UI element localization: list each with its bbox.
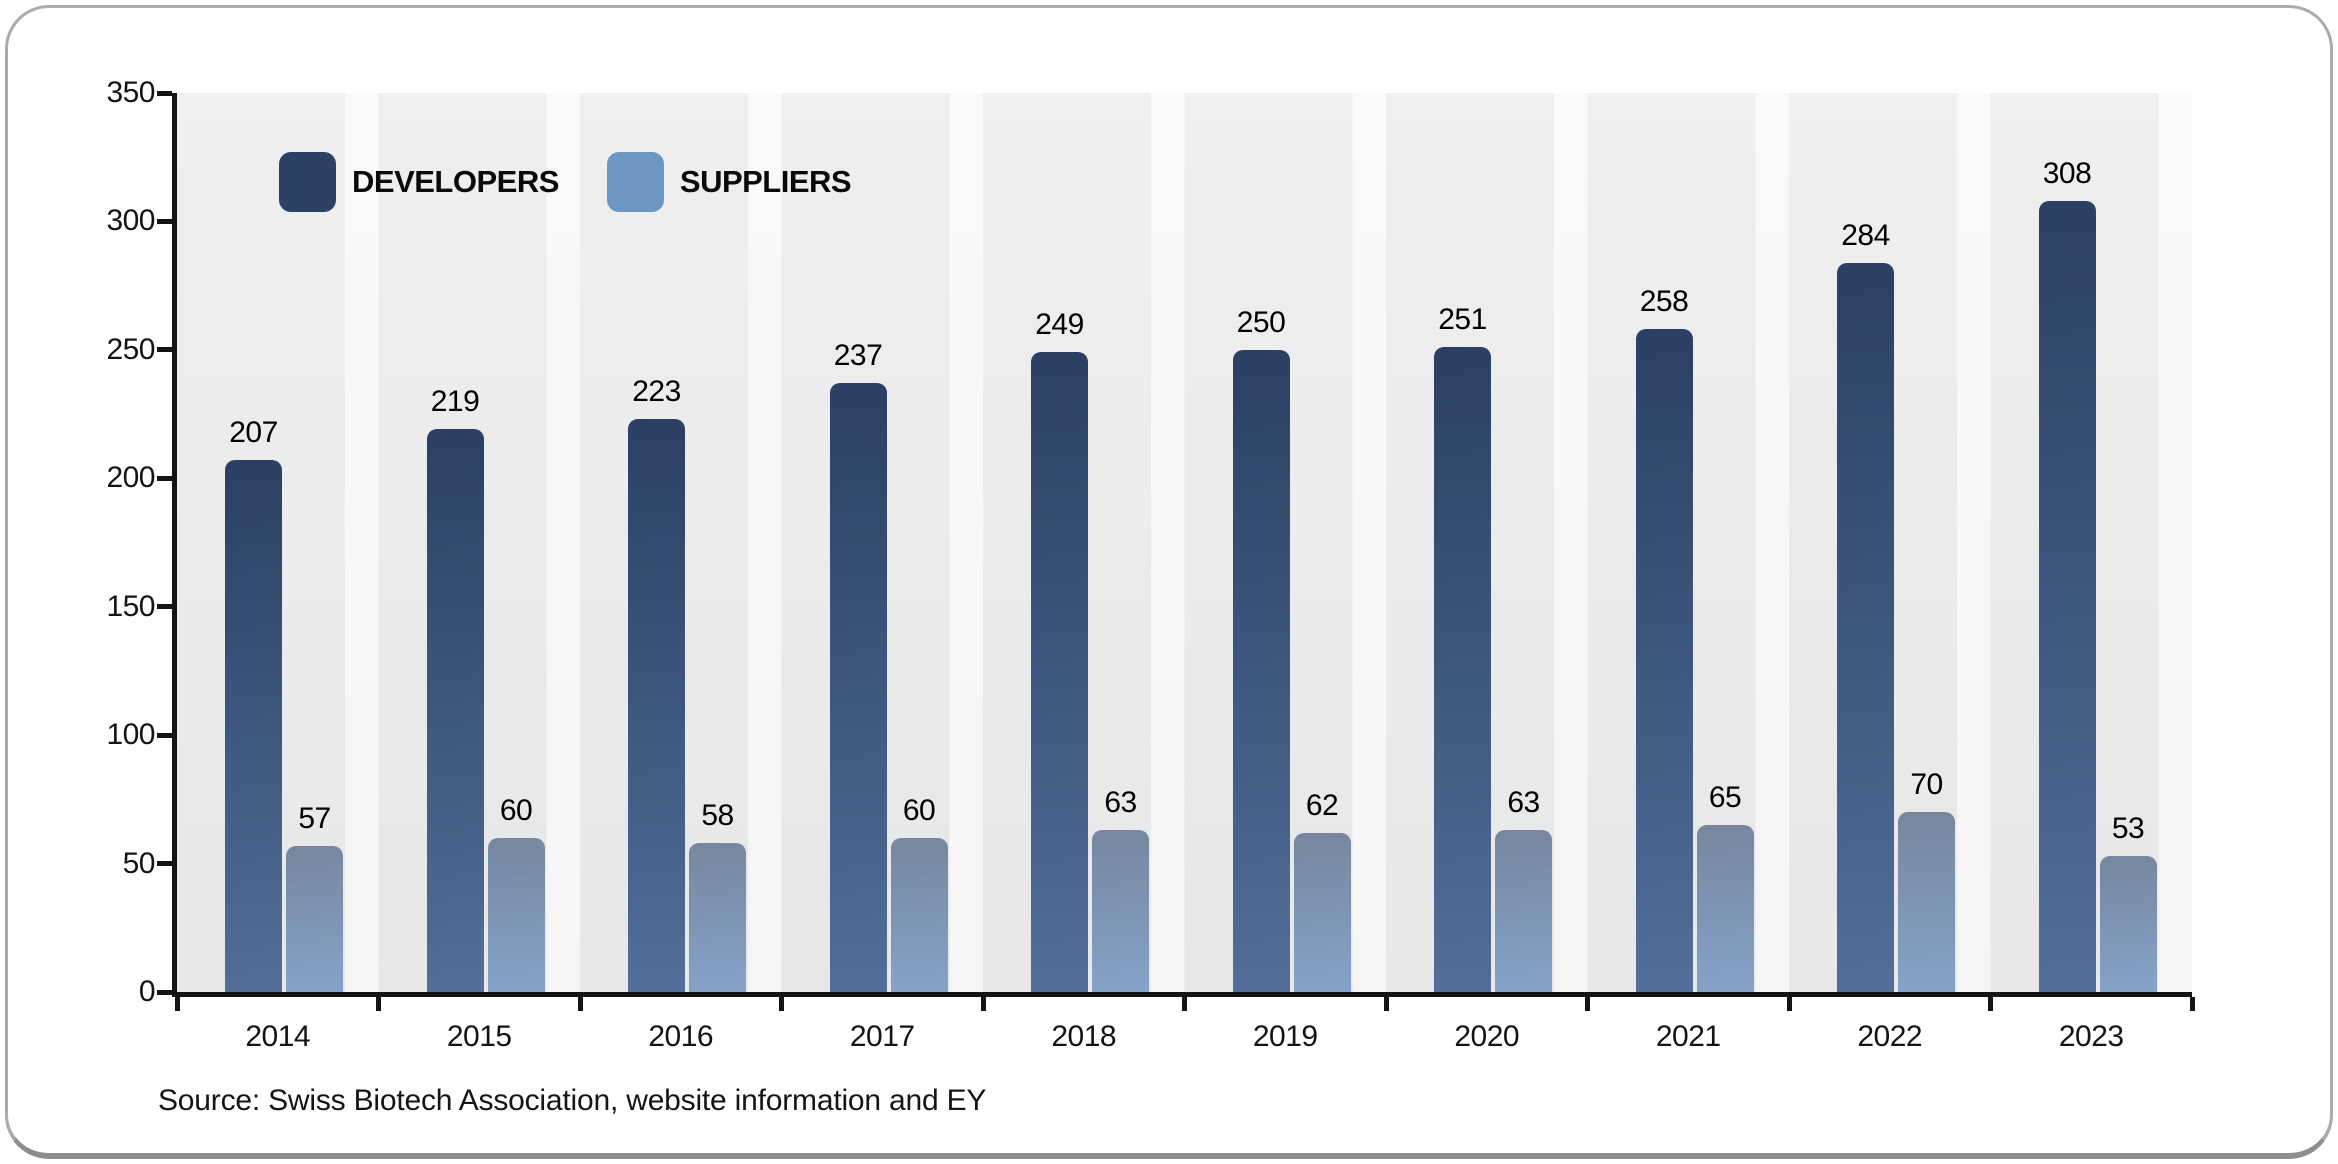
legend: DEVELOPERS SUPPLIERS bbox=[279, 152, 852, 212]
plot-area: DEVELOPERS SUPPLIERS 0 50 100 150 200 250 300 3… bbox=[106, 76, 2195, 1053]
value-label-developers-2021: 258 bbox=[1639, 285, 1689, 319]
x-tick-label-2023: 2023 bbox=[2058, 1020, 2124, 1053]
x-tick-8 bbox=[1786, 997, 1792, 1011]
value-label-suppliers-2020: 63 bbox=[1507, 786, 1540, 820]
value-label-suppliers-2016: 58 bbox=[701, 799, 734, 833]
x-tick-label-2014: 2014 bbox=[245, 1020, 311, 1053]
category-cell-2023: 308 53 2023 bbox=[1991, 93, 2193, 1053]
value-label-developers-2014: 207 bbox=[229, 416, 278, 450]
bar-suppliers-2016: 58 bbox=[689, 799, 746, 992]
bar-suppliers-2014: 57 bbox=[286, 802, 343, 992]
source-note: Source: Swiss Biotech Association, websi… bbox=[158, 1084, 987, 1117]
y-tick-label-150: 150 bbox=[106, 589, 155, 623]
value-label-developers-2016: 223 bbox=[632, 375, 681, 409]
bar-developers-2019: 250 bbox=[1232, 306, 1290, 992]
category-cell-2022: 284 70 2022 bbox=[1789, 93, 1991, 1053]
category-cell-2016: 223 58 2016 bbox=[580, 93, 782, 1053]
y-tick-0 bbox=[157, 989, 172, 995]
bar-developers-2017: 237 bbox=[829, 339, 887, 992]
y-tick-label-300: 300 bbox=[106, 204, 155, 238]
x-tick-label-2015: 2015 bbox=[446, 1020, 512, 1053]
x-tick-label-2020: 2020 bbox=[1454, 1020, 1520, 1053]
x-tick-1 bbox=[376, 997, 381, 1011]
chart-card: DEVELOPERS SUPPLIERS 0 50 100 150 200 250 300 3… bbox=[5, 5, 2333, 1159]
value-label-suppliers-2018: 63 bbox=[1104, 786, 1137, 820]
value-label-developers-2015: 219 bbox=[430, 385, 480, 419]
y-tick-350 bbox=[157, 90, 172, 96]
bar-developers-2022: 284 bbox=[1837, 219, 1894, 992]
x-tick-9 bbox=[1988, 997, 1993, 1011]
value-label-suppliers-2021: 65 bbox=[1708, 781, 1742, 815]
value-label-developers-2020: 251 bbox=[1438, 303, 1487, 337]
bar-suppliers-2018: 63 bbox=[1092, 786, 1149, 992]
bar-suppliers-2023: 53 bbox=[2099, 812, 2157, 992]
category-cell-2017: 237 60 2017 bbox=[782, 93, 984, 1053]
legend-item-developers: DEVELOPERS bbox=[279, 152, 559, 212]
x-tick-label-2018: 2018 bbox=[1051, 1020, 1117, 1053]
legend-label-developers: DEVELOPERS bbox=[352, 164, 559, 199]
bar-developers-2023: 308 bbox=[2038, 157, 2096, 992]
y-tick-label-0: 0 bbox=[138, 975, 156, 1008]
y-tick-200 bbox=[157, 475, 172, 481]
legend-swatch-suppliers bbox=[606, 152, 664, 212]
y-tick-250 bbox=[157, 347, 172, 353]
category-cell-2015: 219 60 2015 bbox=[379, 93, 581, 1053]
value-label-developers-2019: 250 bbox=[1236, 305, 1286, 339]
x-tick-2 bbox=[577, 997, 583, 1011]
category-cell-2021: 258 65 2021 bbox=[1588, 93, 1790, 1053]
bar-developers-2015: 219 bbox=[426, 385, 484, 992]
y-tick-label-100: 100 bbox=[106, 718, 155, 752]
x-tick-0 bbox=[174, 997, 180, 1011]
x-tick-label-2022: 2022 bbox=[1857, 1020, 1923, 1053]
x-tick-label-2021: 2021 bbox=[1655, 1020, 1721, 1053]
legend-item-suppliers: SUPPLIERS bbox=[606, 152, 852, 212]
x-tick-label-2017: 2017 bbox=[849, 1020, 915, 1053]
bar-developers-2014: 207 bbox=[225, 416, 282, 992]
value-label-developers-2017: 237 bbox=[833, 339, 883, 373]
y-tick-label-250: 250 bbox=[106, 332, 155, 366]
bar-suppliers-2017: 60 bbox=[890, 794, 948, 992]
bar-suppliers-2020: 63 bbox=[1495, 786, 1552, 992]
bar-suppliers-2019: 62 bbox=[1293, 789, 1351, 992]
bar-developers-2020: 251 bbox=[1434, 303, 1491, 992]
legend-label-suppliers: SUPPLIERS bbox=[679, 164, 852, 199]
category-cell-2018: 249 63 2018 bbox=[983, 93, 1185, 1053]
bar-developers-2021: 258 bbox=[1635, 285, 1693, 992]
y-tick-label-350: 350 bbox=[106, 76, 155, 109]
bar-developers-2018: 249 bbox=[1031, 308, 1088, 992]
bar-suppliers-2021: 65 bbox=[1696, 781, 1754, 992]
value-label-suppliers-2022: 70 bbox=[1910, 768, 1943, 802]
x-tick-3 bbox=[779, 997, 784, 1011]
bar-developers-2016: 223 bbox=[628, 375, 685, 992]
bar-suppliers-2022: 70 bbox=[1898, 768, 1955, 992]
value-label-developers-2022: 284 bbox=[1841, 218, 1890, 252]
value-label-suppliers-2017: 60 bbox=[902, 793, 936, 827]
category-cell-2019: 250 62 2019 bbox=[1185, 93, 1387, 1053]
legend-swatch-developers bbox=[279, 152, 336, 212]
x-tick-4 bbox=[980, 997, 986, 1011]
value-label-suppliers-2023: 53 bbox=[2111, 811, 2145, 845]
value-label-developers-2018: 249 bbox=[1035, 308, 1084, 342]
x-tick-7 bbox=[1585, 997, 1590, 1011]
value-label-developers-2023: 308 bbox=[2042, 156, 2092, 190]
x-tick-label-2016: 2016 bbox=[648, 1020, 714, 1053]
value-label-suppliers-2015: 60 bbox=[499, 793, 533, 827]
y-tick-300 bbox=[157, 218, 172, 224]
bar-suppliers-2015: 60 bbox=[487, 794, 545, 992]
x-tick-5 bbox=[1182, 997, 1187, 1011]
value-label-suppliers-2019: 62 bbox=[1305, 788, 1339, 822]
y-tick-150 bbox=[157, 604, 172, 610]
x-tick-6 bbox=[1383, 997, 1389, 1011]
y-tick-label-50: 50 bbox=[122, 846, 156, 880]
y-tick-50 bbox=[157, 861, 172, 867]
y-tick-label-200: 200 bbox=[106, 461, 155, 495]
y-tick-100 bbox=[157, 732, 172, 738]
x-tick-label-2019: 2019 bbox=[1252, 1020, 1318, 1053]
x-tick-10 bbox=[2189, 997, 2195, 1011]
category-cell-2014: 207 57 2014 bbox=[177, 93, 379, 1053]
value-label-suppliers-2014: 57 bbox=[298, 801, 331, 835]
category-cell-2020: 251 63 2020 bbox=[1386, 93, 1588, 1053]
